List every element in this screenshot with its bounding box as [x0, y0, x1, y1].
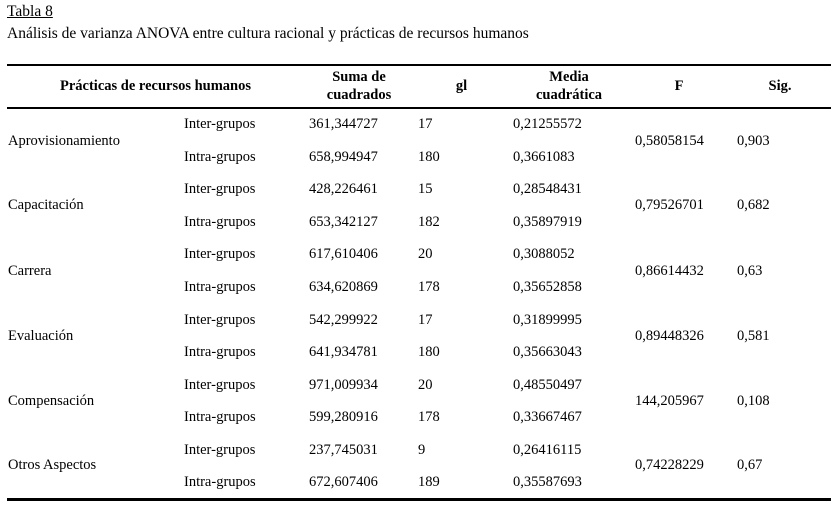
sum-of-squares-within: 599,280916: [309, 409, 378, 426]
sig-value: 0,108: [737, 393, 770, 410]
group-label-within: Intra-grupos: [184, 213, 256, 230]
group-label-between: Inter-grupos: [184, 116, 256, 133]
header-f: F: [629, 65, 730, 110]
sig-value: 0,903: [737, 132, 770, 149]
sum-of-squares-within: 641,934781: [309, 344, 378, 361]
df-between: 20: [418, 246, 433, 263]
df-within: 182: [418, 213, 440, 230]
mean-square-within: 0,33667467: [513, 409, 582, 426]
row-between-groups: Carrera Inter-grupos 617,610406 20 0,3088052…: [7, 239, 831, 278]
mean-square-between: 0,26416115: [513, 441, 582, 458]
row-between-groups: Compensación Inter-grupos 971,009934 20 0,48…: [7, 369, 831, 409]
group-label-within: Intra-grupos: [184, 344, 256, 361]
sum-of-squares-within: 658,994947: [309, 148, 378, 165]
group-label-between: Inter-grupos: [184, 181, 256, 198]
df-within: 178: [418, 278, 440, 295]
sum-of-squares-between: 361,344727: [309, 116, 378, 133]
sig-value: 0,63: [737, 262, 763, 279]
sig-value: 0,682: [737, 197, 770, 214]
f-value: 144,205967: [635, 393, 704, 410]
row-between-groups: Aprovisionamiento Inter-grupos 361,344727 1…: [7, 108, 831, 148]
practice-name: Capacitación: [8, 197, 84, 214]
mean-square-between: 0,21255572: [513, 116, 582, 133]
sum-of-squares-between: 617,610406: [309, 246, 378, 263]
df-between: 15: [418, 181, 433, 198]
paper-page: Tabla 8 Análisis de varianza ANOVA entre…: [7, 3, 832, 501]
row-within-groups: Intra-grupos 641,934781 180 0,35663043: [7, 336, 831, 369]
table-body: Aprovisionamiento Inter-grupos 361,344727 1…: [7, 108, 831, 499]
row-between-groups: Otros Aspectos Inter-grupos 237,745031 9 0,2…: [7, 434, 831, 474]
sum-of-squares-within: 672,607406: [309, 473, 378, 490]
practice-name: Compensación: [8, 393, 95, 410]
sig-value: 0,581: [737, 327, 770, 344]
practice-name: Otros Aspectos: [8, 457, 97, 474]
df-between: 17: [418, 311, 433, 328]
group-label-within: Intra-grupos: [184, 409, 256, 426]
header-practices: Prácticas de recursos humanos: [7, 65, 305, 110]
row-within-groups: Intra-grupos 653,342127 182 0,35897919: [7, 206, 831, 239]
row-within-groups: Intra-grupos 599,280916 178 0,33667467: [7, 402, 831, 435]
table-label: Tabla 8: [7, 3, 53, 20]
header-sig: Sig.: [729, 65, 832, 110]
sum-of-squares-between: 542,299922: [309, 311, 378, 328]
df-within: 180: [418, 344, 440, 361]
f-value: 0,74228229: [635, 457, 704, 474]
df-within: 180: [418, 148, 440, 165]
row-within-groups: Intra-grupos 658,994947 180 0,3661083: [7, 141, 831, 174]
sum-of-squares-between: 237,745031: [309, 441, 378, 458]
df-between: 20: [418, 376, 433, 393]
header-sum-of-squares: Suma de cuadrados: [304, 65, 415, 110]
group-label-between: Inter-grupos: [184, 376, 256, 393]
f-value: 0,58058154: [635, 132, 704, 149]
row-between-groups: Capacitación Inter-grupos 428,226461 15 0,28…: [7, 173, 831, 213]
header-df: gl: [414, 65, 510, 110]
f-value: 0,86614432: [635, 262, 704, 279]
mean-square-between: 0,28548431: [513, 181, 582, 198]
practice-name: Aprovisionamiento: [8, 132, 120, 149]
group-label-within: Intra-grupos: [184, 473, 256, 490]
sum-of-squares-within: 653,342127: [309, 213, 378, 230]
row-within-groups: Intra-grupos 634,620869 178 0,35652858: [7, 271, 831, 304]
group-label-between: Inter-grupos: [184, 441, 256, 458]
mean-square-within: 0,35663043: [513, 344, 582, 361]
mean-square-within: 0,3661083: [513, 148, 575, 165]
anova-table: Prácticas de recursos humanos Suma de cu…: [7, 64, 832, 501]
group-label-within: Intra-grupos: [184, 278, 256, 295]
sum-of-squares-between: 428,226461: [309, 181, 378, 198]
df-within: 178: [418, 409, 440, 426]
mean-square-within: 0,35587693: [513, 473, 582, 490]
mean-square-within: 0,35897919: [513, 213, 582, 230]
practice-name: Carrera: [8, 262, 52, 279]
df-within: 189: [418, 473, 440, 490]
practice-name: Evaluación: [8, 327, 74, 344]
df-between: 9: [418, 441, 426, 458]
sum-of-squares-within: 634,620869: [309, 278, 378, 295]
row-within-groups: Intra-grupos 672,607406 189 0,35587693: [7, 467, 831, 500]
mean-square-between: 0,3088052: [513, 246, 575, 263]
sum-of-squares-between: 971,009934: [309, 376, 378, 393]
group-label-between: Inter-grupos: [184, 311, 256, 328]
mean-square-between: 0,48550497: [513, 376, 582, 393]
df-between: 17: [418, 116, 433, 133]
header-row: Prácticas de recursos humanos Suma de cu…: [7, 65, 832, 110]
f-value: 0,89448326: [635, 327, 704, 344]
row-between-groups: Evaluación Inter-grupos 542,299922 17 0,3189…: [7, 304, 831, 344]
f-value: 0,79526701: [635, 197, 704, 214]
group-label-between: Inter-grupos: [184, 246, 256, 263]
mean-square-between: 0,31899995: [513, 311, 582, 328]
sig-value: 0,67: [737, 457, 763, 474]
table-caption: Análisis de varianza ANOVA entre cultura…: [7, 24, 529, 42]
header-mean-square: Media cuadrática: [509, 65, 630, 110]
group-label-within: Intra-grupos: [184, 148, 256, 165]
mean-square-within: 0,35652858: [513, 278, 582, 295]
